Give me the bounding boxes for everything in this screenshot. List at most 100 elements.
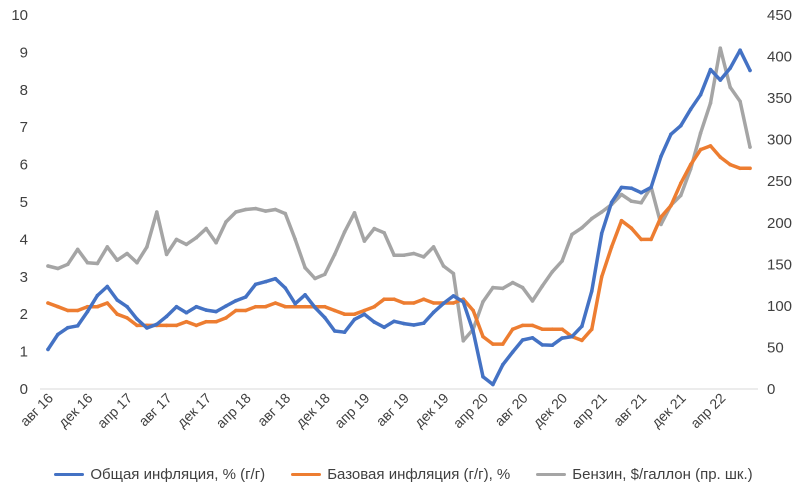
series-2-point (412, 251, 416, 256)
series-0-point (421, 321, 426, 326)
series-2-point (332, 252, 337, 257)
series-0-point (718, 78, 723, 82)
series-1-point (471, 308, 476, 313)
series-0-point (164, 314, 169, 319)
series-1-point (510, 327, 515, 332)
series-2-point (75, 247, 80, 252)
series-2-point (115, 258, 119, 263)
series-2-point (95, 261, 100, 266)
series-0-point (688, 107, 693, 111)
x-tick-label: дек 19 (411, 390, 452, 431)
series-0-point (412, 323, 416, 327)
series-2-point (679, 193, 683, 198)
series-0-point (520, 338, 525, 342)
legend-label-gasoline: Бензин, $/галлон (пр. шк.) (572, 465, 753, 483)
series-2-point (619, 192, 624, 197)
series-2-point (164, 252, 169, 257)
series-1-point (243, 308, 248, 313)
series-2-point (599, 210, 604, 214)
series-1-point (402, 301, 406, 305)
series-2-point (85, 260, 90, 265)
x-tick-label: авг 20 (491, 390, 531, 430)
series-1-point (540, 327, 545, 332)
series-2-point (323, 272, 327, 277)
series-1-point (580, 338, 584, 343)
right-y-tick-label: 150 (767, 256, 792, 273)
left-y-tick-label: 1 (20, 344, 28, 361)
series-1-point (194, 323, 199, 328)
series-0-point (540, 343, 545, 347)
series-0-point (273, 276, 278, 281)
left-y-tick-label: 4 (20, 231, 28, 248)
series-0-point (362, 312, 367, 317)
legend-label-core-inflation: Базовая инфляция (г/г), % (327, 465, 511, 483)
series-0-point (66, 325, 70, 330)
series-0-point (234, 298, 238, 303)
series-0-point (708, 67, 713, 72)
series-1-point (362, 308, 367, 313)
series-0-point (145, 326, 149, 330)
series-0-point (679, 123, 683, 128)
series-0-point (155, 322, 159, 327)
series-1-point (392, 297, 396, 302)
series-2-point (501, 286, 505, 291)
series-2-point (362, 239, 367, 243)
x-tick-label: дек 18 (292, 390, 333, 431)
left-y-tick-label: 9 (20, 44, 28, 61)
x-tick-label: апр 22 (687, 390, 729, 432)
series-2-point (303, 265, 307, 270)
series-1-point (293, 304, 298, 309)
series-1-point (619, 218, 624, 223)
series-2-point (224, 220, 228, 224)
series-0-point (135, 317, 139, 321)
series-2-point (590, 216, 594, 221)
series-2-point (639, 201, 643, 205)
series-1-point (629, 226, 634, 230)
series-2-point (174, 237, 179, 242)
x-tick-label: дек 17 (174, 390, 215, 431)
series-0-point (372, 320, 377, 324)
series-1-point (382, 297, 387, 302)
series-2-point (698, 131, 703, 135)
series-0-point (471, 329, 476, 334)
x-tick-label: авг 18 (254, 390, 294, 430)
series-0-point (283, 286, 288, 290)
series-0-point (491, 382, 495, 387)
series-0-point (75, 324, 80, 328)
series-2-point (728, 85, 732, 90)
series-2-point (204, 226, 208, 231)
series-0-point (590, 289, 594, 293)
series-2-point (105, 245, 110, 249)
series-2-point (135, 260, 139, 265)
series-1-point (412, 301, 416, 305)
series-2-point (56, 266, 60, 271)
series-0-point (501, 362, 505, 367)
series-0-point (194, 304, 199, 309)
series-1-point (431, 301, 436, 305)
series-0-point (342, 330, 347, 335)
series-1-point (421, 297, 426, 302)
series-0-point (332, 329, 337, 333)
series-2-point (708, 101, 713, 105)
series-1-point (639, 237, 643, 242)
series-2-point (352, 211, 357, 215)
series-0-point (510, 350, 515, 354)
series-2-point (125, 251, 129, 256)
series-1-point (748, 166, 752, 171)
legend-item-gasoline: Бензин, $/галлон (пр. шк.) (536, 465, 753, 483)
series-0-point (204, 308, 208, 312)
right-y-tick-label: 300 (767, 132, 792, 149)
series-2-point (66, 262, 70, 267)
series-2-point (421, 255, 426, 259)
left-y-tick-label: 5 (20, 194, 28, 211)
series-0-point (530, 336, 535, 340)
series-0-point (214, 309, 218, 314)
series-2-point (510, 280, 515, 285)
series-1-point (659, 215, 663, 219)
right-y-tick-label: 450 (767, 7, 792, 24)
series-1-point (372, 304, 377, 309)
series-1-point (481, 334, 485, 339)
series-1-point (352, 312, 357, 317)
series-1-point (323, 304, 327, 309)
series-1-point (66, 308, 70, 313)
